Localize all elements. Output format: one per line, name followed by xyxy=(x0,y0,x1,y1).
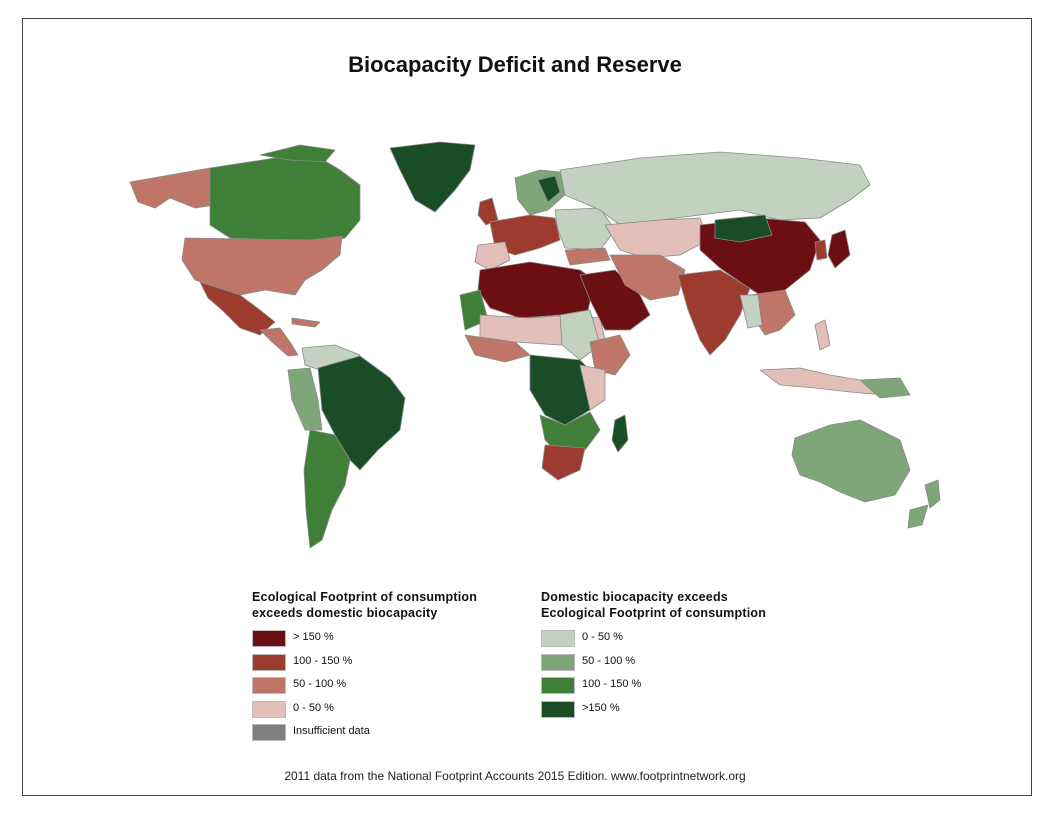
legend-label: > 150 % xyxy=(293,631,334,643)
region-philippines xyxy=(814,319,831,351)
region-peru-ecuador xyxy=(287,367,323,431)
world-map xyxy=(129,141,941,549)
legend-swatch xyxy=(252,677,286,694)
region-usa xyxy=(181,235,343,296)
region-australia xyxy=(791,419,911,503)
legend-swatch xyxy=(541,653,575,671)
region-mexico xyxy=(199,281,276,336)
legend-swatch xyxy=(541,630,575,647)
legend-label: 0 - 50 % xyxy=(582,631,623,643)
region-southern-africa xyxy=(539,411,601,456)
region-horn-africa xyxy=(589,334,631,376)
region-caribbean xyxy=(291,317,321,328)
legend-deficit-items: > 150 % 100 - 150 % 50 - 100 % 0 - 50 % … xyxy=(252,630,477,748)
legend-item: Insufficient data xyxy=(252,724,477,748)
legend-deficit-heading: Ecological Footprint of consumption exce… xyxy=(252,590,478,620)
legend-label: 100 - 150 % xyxy=(293,654,353,667)
region-argentina-chile xyxy=(303,429,351,549)
region-finland xyxy=(537,175,561,203)
legend-label: 100 - 150 % xyxy=(582,678,642,690)
region-central-america xyxy=(259,327,299,357)
legend-swatch xyxy=(541,677,575,694)
region-japan xyxy=(827,229,851,269)
legend-reserve-items: 0 - 50 % 50 - 100 % 100 - 150 % >150 % xyxy=(541,630,766,724)
map-frame xyxy=(22,18,1032,796)
legend-swatch xyxy=(252,630,286,647)
legend-label: Insufficient data xyxy=(293,725,370,737)
region-arctic-islands xyxy=(259,144,336,163)
region-canada xyxy=(209,151,361,246)
legend-item: >150 % xyxy=(541,700,766,725)
region-sudan xyxy=(559,309,601,361)
region-new-zealand-south xyxy=(907,504,929,529)
legend-item: > 150 % xyxy=(252,630,477,654)
region-india xyxy=(677,269,751,356)
region-new-zealand xyxy=(924,479,941,509)
region-brazil xyxy=(317,355,406,471)
legend-item: 100 - 150 % xyxy=(541,677,766,701)
region-korea xyxy=(814,239,828,261)
region-papua xyxy=(859,377,911,399)
legend-swatch xyxy=(252,653,286,671)
region-mongolia xyxy=(714,214,773,243)
legend-label: >150 % xyxy=(582,701,620,714)
legend-deficit: Ecological Footprint of consumption exce… xyxy=(252,589,477,748)
region-east-africa xyxy=(579,364,606,411)
region-russia xyxy=(559,151,871,226)
region-myanmar xyxy=(739,294,763,329)
region-turkey xyxy=(564,247,611,266)
legend-label: 50 - 100 % xyxy=(293,678,347,690)
legend-reserve: Domestic biocapacity exceeds Ecological … xyxy=(541,589,766,724)
legend-item: 50 - 100 % xyxy=(541,653,766,678)
region-iberia xyxy=(474,241,511,271)
legend-reserve-heading: Domestic biocapacity exceeds Ecological … xyxy=(541,590,767,620)
region-greenland xyxy=(389,141,476,213)
legend-item: 100 - 150 % xyxy=(252,653,477,678)
legend-swatch xyxy=(252,700,286,718)
legend-item: 0 - 50 % xyxy=(541,630,766,654)
region-south-africa xyxy=(541,444,586,481)
region-central-africa xyxy=(529,354,596,426)
region-central-asia xyxy=(604,217,709,259)
region-iran xyxy=(609,254,686,301)
legend-swatch xyxy=(541,700,575,718)
map-title: Biocapacity Deficit and Reserve xyxy=(348,52,682,77)
legend-label: 0 - 50 % xyxy=(293,701,334,714)
legend-label: 50 - 100 % xyxy=(582,654,636,667)
legend-item: 50 - 100 % xyxy=(252,677,477,701)
region-madagascar xyxy=(611,414,629,453)
region-alaska xyxy=(129,167,216,209)
source-note: 2011 data from the National Footprint Ac… xyxy=(284,769,746,783)
region-north-africa xyxy=(477,261,596,319)
region-west-africa xyxy=(464,334,531,363)
legend-swatch xyxy=(252,724,286,741)
legend-item: 0 - 50 % xyxy=(252,700,477,725)
